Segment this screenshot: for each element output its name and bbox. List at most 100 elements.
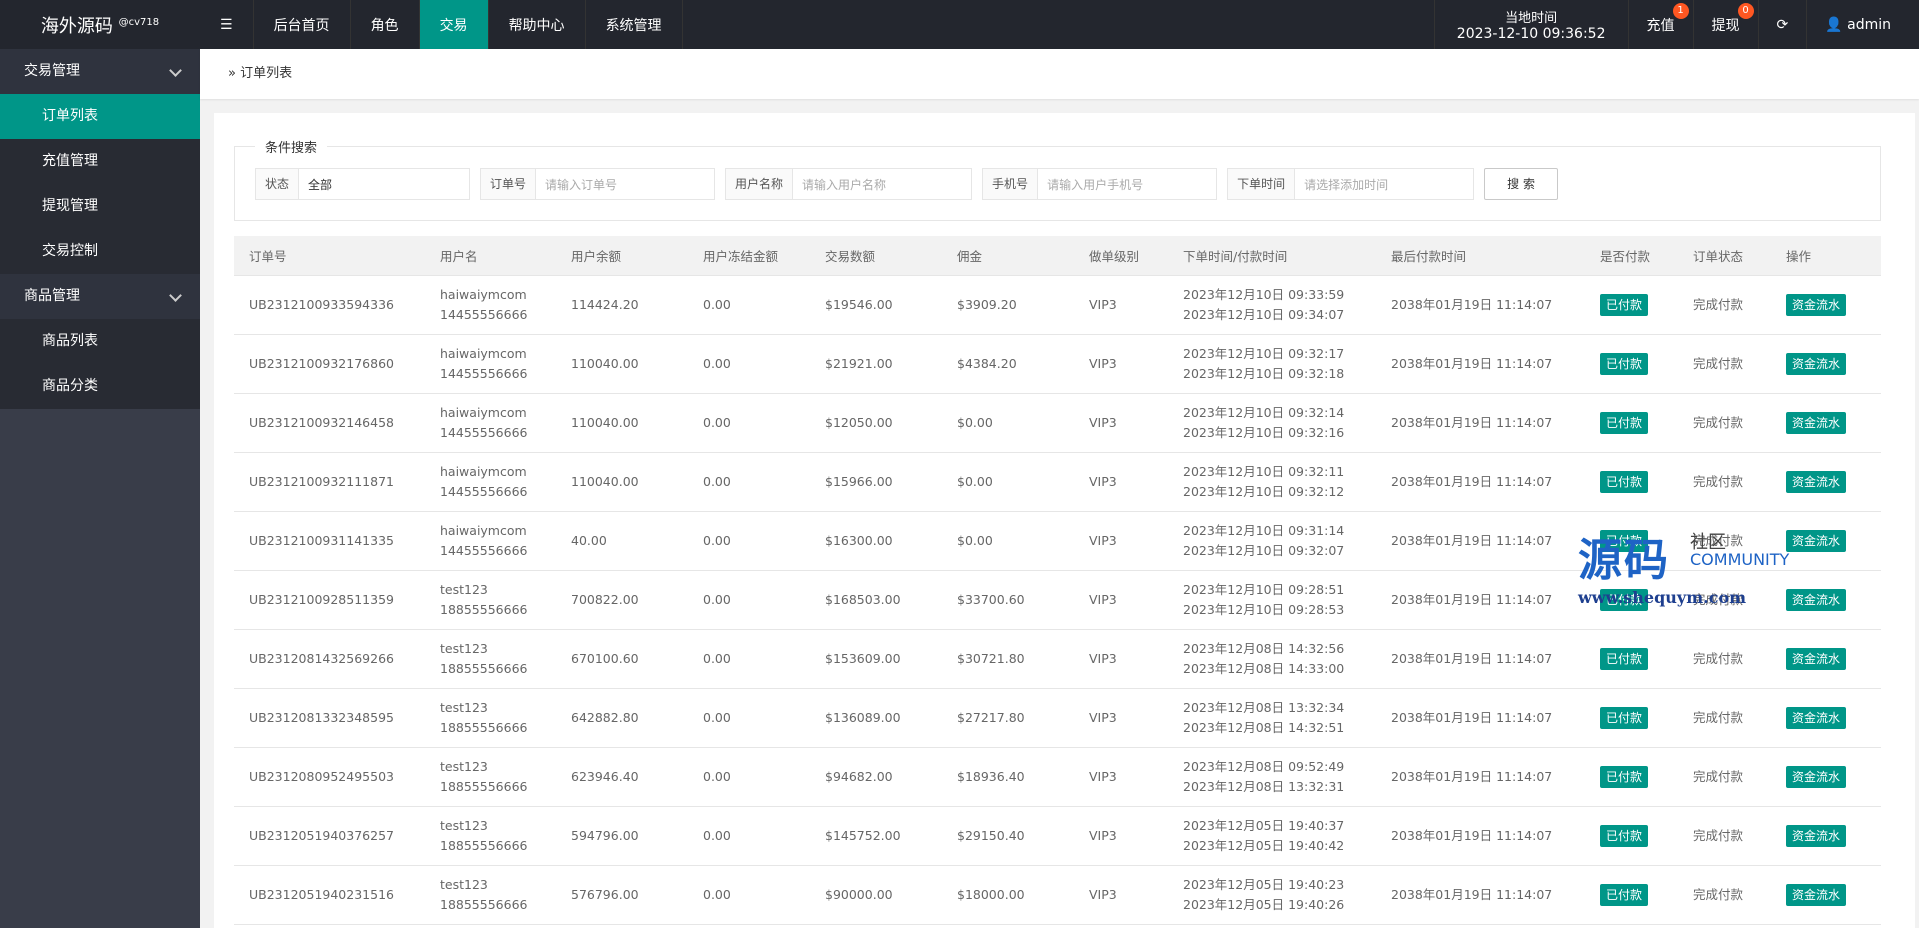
balance: 594796.00: [571, 827, 639, 843]
action-button[interactable]: 资金流水: [1786, 352, 1847, 375]
table-body: UB2312100933594336 haiwaiymcom 14455556666…: [234, 275, 1881, 925]
times: 2023年12月10日 09:32:14: [1183, 404, 1345, 420]
nav-item[interactable]: 帮助中心: [489, 0, 586, 49]
withdraw[interactable]: 提现 0: [1692, 0, 1758, 49]
recharge[interactable]: 充值 1: [1627, 0, 1693, 49]
commission: $0.00: [957, 473, 993, 489]
nav-item[interactable]: 系统管理: [586, 0, 683, 49]
user: 18855556666: [440, 660, 528, 676]
input[interactable]: 请选择添加时间: [1304, 177, 1389, 192]
balance: 576796.00: [571, 886, 639, 902]
cell: $90000.00: [810, 865, 942, 925]
content: 条件搜索 状态 全部 订单号 请输入订单号 用户名称 请输入用户名称 手机号 请输入用户手机号下…: [214, 113, 1915, 928]
cell: $4384.20: [942, 334, 1074, 394]
user: 14455556666: [440, 424, 528, 440]
action-button[interactable]: 资金流水: [1786, 647, 1847, 670]
frozen: 0.00: [703, 532, 731, 548]
action-button[interactable]: 资金流水: [1786, 470, 1847, 493]
cell: $145752.00: [810, 806, 942, 866]
action-button[interactable]: 资金流水: [1786, 293, 1847, 316]
column-header: 交易数额: [810, 236, 942, 276]
cell: 已付款: [1585, 452, 1678, 512]
cell: 2023年12月10日 09:32:11 2023年12月10日 09:32:12: [1168, 452, 1376, 512]
level: VIP3: [1089, 532, 1117, 548]
action-button[interactable]: 资金流水: [1786, 529, 1847, 552]
cell: 完成付款: [1678, 511, 1771, 571]
menu-item[interactable]: 商品列表: [0, 319, 200, 364]
menu-group[interactable]: 商品管理: [0, 274, 200, 319]
cell: 0.00: [688, 747, 810, 807]
paid-tag: 已付款: [1600, 588, 1649, 611]
select[interactable]: 全部: [308, 177, 333, 192]
cell: UB2312051940376257: [234, 806, 425, 866]
nav-item[interactable]: 角色: [351, 0, 420, 49]
times: 2023年12月10日 09:34:07: [1183, 306, 1345, 322]
times: 2023年12月05日 19:40:37: [1183, 817, 1345, 833]
cell: 2038年01月19日 11:14:07: [1376, 452, 1585, 512]
cell: $0.00: [942, 452, 1074, 512]
legend: 条件搜索: [255, 137, 328, 156]
action-button[interactable]: 资金流水: [1786, 883, 1847, 906]
order-no: UB2312100932146458: [249, 414, 394, 430]
amount: $12050.00: [825, 414, 893, 430]
cell: 已付款: [1585, 511, 1678, 571]
cell: 已付款: [1585, 865, 1678, 925]
cell: 2038年01月19日 11:14:07: [1376, 334, 1585, 394]
balance: 623946.40: [571, 768, 639, 784]
cell: 2023年12月10日 09:33:59 2023年12月10日 09:34:07: [1168, 275, 1376, 335]
user: test123: [440, 876, 488, 892]
menu-item[interactable]: 交易控制: [0, 229, 200, 274]
action-button[interactable]: 资金流水: [1786, 588, 1847, 611]
nav: 后台首页 角色 交易 帮助中心 系统管理: [254, 0, 683, 49]
cell: 0.00: [688, 275, 810, 335]
input[interactable]: 请输入用户名称: [802, 177, 887, 192]
user-menu[interactable]: 👤 admin: [1806, 0, 1919, 49]
field-label: 状态: [256, 169, 300, 199]
menu-item[interactable]: 订单列表: [0, 94, 200, 139]
action-button[interactable]: 资金流水: [1786, 411, 1847, 434]
menu-item[interactable]: 提现管理: [0, 184, 200, 229]
cell: VIP3: [1074, 275, 1168, 335]
amount: $15966.00: [825, 473, 893, 489]
input[interactable]: 请输入用户手机号: [1047, 177, 1144, 192]
cell: 2023年12月10日 09:32:17 2023年12月10日 09:32:18: [1168, 334, 1376, 394]
commission: $3909.20: [957, 296, 1017, 312]
nav-item[interactable]: 后台首页: [254, 0, 351, 49]
cell: UB2312100932176860: [234, 334, 425, 394]
search-button[interactable]: 搜 索: [1484, 168, 1559, 200]
cell: VIP3: [1074, 688, 1168, 748]
menu-item[interactable]: 充值管理: [0, 139, 200, 184]
level: VIP3: [1089, 886, 1117, 902]
cell: 114424.20: [556, 275, 688, 335]
action-button[interactable]: 资金流水: [1786, 765, 1847, 788]
nav-item[interactable]: 交易: [419, 0, 489, 49]
balance: 40.00: [571, 532, 607, 548]
menu-toggle[interactable]: ☰: [200, 0, 254, 49]
menu-item[interactable]: 商品分类: [0, 364, 200, 409]
frozen: 0.00: [703, 650, 731, 666]
cell: 资金流水: [1771, 688, 1881, 748]
cell: 2038年01月19日 11:14:07: [1376, 393, 1585, 453]
cell: 2038年01月19日 11:14:07: [1376, 806, 1585, 866]
cell: 已付款: [1585, 570, 1678, 630]
cell: 2038年01月19日 11:14:07: [1376, 865, 1585, 925]
column-header: 用户冻结金额: [688, 236, 810, 276]
last-pay-time: 2038年01月19日 11:14:07: [1391, 296, 1553, 312]
cell: UB2312080952495503: [234, 747, 425, 807]
action-button[interactable]: 资金流水: [1786, 706, 1847, 729]
cell: 完成付款: [1678, 334, 1771, 394]
menu-group[interactable]: 交易管理: [0, 49, 200, 94]
cell: 2023年12月05日 19:40:37 2023年12月05日 19:40:42: [1168, 806, 1376, 866]
input[interactable]: 请输入订单号: [545, 177, 618, 192]
column-header: 用户名: [425, 236, 556, 276]
user: test123: [440, 817, 488, 833]
cell: $168503.00: [810, 570, 942, 630]
cell: VIP3: [1074, 865, 1168, 925]
last-pay-time: 2038年01月19日 11:14:07: [1391, 591, 1553, 607]
refresh[interactable]: ⟳: [1757, 0, 1807, 49]
action-button[interactable]: 资金流水: [1786, 824, 1847, 847]
fields: 状态 全部 订单号 请输入订单号 用户名称 请输入用户名称 手机号 请输入用户手机号 下单时间请…: [255, 168, 1559, 200]
table-row: UB2312051940231516 test123 18855556666 5767…: [234, 865, 1881, 925]
field-label: 手机号: [983, 169, 1039, 199]
cell: 已付款: [1585, 393, 1678, 453]
